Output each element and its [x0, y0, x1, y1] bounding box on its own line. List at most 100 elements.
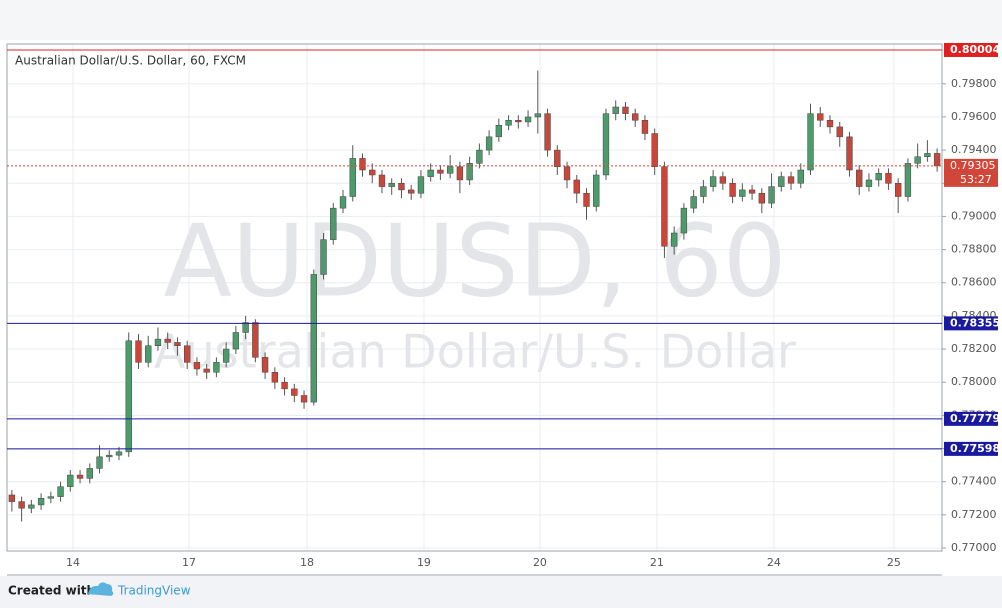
current-price-label: 0.79305: [950, 159, 996, 172]
level-label: 0.77598: [950, 442, 1000, 455]
candle-body: [729, 183, 736, 197]
candle-body: [67, 474, 74, 487]
candle-body: [826, 120, 834, 128]
candle-body: [690, 196, 697, 209]
candle-body: [700, 186, 707, 197]
candle-body: [427, 169, 434, 177]
candle-body: [914, 156, 921, 164]
y-tick-label: 0.77200: [951, 508, 997, 521]
candle-body: [456, 166, 464, 181]
footer-band: [0, 576, 1002, 608]
candle-body: [242, 322, 249, 333]
candle-body: [222, 348, 230, 363]
candle-body: [748, 189, 756, 194]
countdown-label: 53:27: [960, 173, 992, 186]
candle-body: [670, 232, 678, 247]
candle-body: [281, 381, 288, 390]
level-label-bg: [944, 411, 998, 426]
candle-body: [57, 486, 64, 497]
plot: [8, 70, 941, 522]
candle-body: [778, 176, 785, 187]
current-price-bg: [944, 158, 998, 187]
y-tick-label: 0.79600: [951, 110, 997, 123]
candle-body: [369, 169, 376, 176]
candle-body: [846, 136, 853, 171]
watermark: AUDUSD, 60: [163, 202, 786, 319]
candle-body: [446, 166, 454, 174]
candle-body: [154, 338, 162, 346]
candle-body: [339, 196, 347, 209]
candle-body: [8, 494, 16, 502]
brand: TradingView: [117, 584, 191, 598]
level-label: 0.77779: [950, 412, 1000, 425]
candle-body: [651, 133, 658, 167]
x-tick-label: 17: [182, 556, 196, 569]
candle-body: [96, 456, 103, 469]
candle-body: [135, 340, 142, 363]
candle-body: [495, 124, 503, 138]
candle-body: [524, 116, 532, 123]
candle-body: [37, 498, 45, 506]
x-tick-label: 21: [650, 556, 664, 569]
y-tick-label: 0.79800: [951, 77, 997, 90]
candle-body: [719, 176, 727, 184]
x-tick-label: 25: [887, 556, 901, 569]
candle-body: [349, 158, 356, 197]
candle-body: [466, 163, 473, 181]
y-tick-label: 0.78000: [951, 375, 997, 388]
grid: [7, 44, 942, 551]
candle-body: [505, 120, 512, 126]
candle-body: [787, 176, 795, 184]
candle-body: [895, 183, 902, 197]
y-tick-label: 0.77400: [951, 475, 997, 488]
candle-body: [641, 120, 649, 134]
x-tick-label: 20: [533, 556, 547, 569]
y-tick-label: 0.77000: [951, 541, 997, 554]
tradingview-logo: [88, 582, 114, 596]
candle-body: [554, 149, 561, 167]
level-label-bg: [944, 42, 998, 57]
level-label: 0.78355: [950, 316, 1000, 329]
y-tick-label: 0.78800: [951, 243, 997, 256]
candle-body: [252, 322, 259, 358]
candle-body: [612, 106, 619, 114]
candle-body: [933, 153, 941, 167]
chart-title: Australian Dollar/U.S. Dollar, 60, FXCM: [15, 54, 246, 68]
candle-body: [125, 340, 132, 453]
candle-body: [904, 163, 912, 197]
candle-body: [310, 274, 317, 403]
candle-body: [583, 192, 590, 207]
candle-body: [320, 239, 327, 275]
candle-body: [193, 362, 201, 370]
candle-body: [739, 189, 746, 197]
candle-body: [680, 207, 688, 234]
watermark-subtitle: Australian Dollar/U.S. Dollar: [154, 325, 796, 379]
candle-body: [622, 106, 629, 114]
candle-body: [563, 166, 571, 181]
candle-body: [885, 173, 892, 184]
x-tick-label: 24: [767, 556, 781, 569]
candle-body: [476, 149, 483, 164]
candle-body: [271, 372, 279, 383]
candle-body: [86, 468, 93, 479]
candle-body: [164, 338, 171, 343]
level-label: 0.80004: [950, 43, 1000, 56]
candle-body: [291, 388, 298, 396]
candle-body: [797, 169, 804, 184]
candle-body: [115, 451, 123, 456]
candle-body: [485, 136, 493, 151]
candle-body: [28, 504, 35, 509]
plot-frame: [6, 43, 943, 552]
candle-body: [661, 166, 668, 247]
y-tick-label: 0.79400: [951, 143, 997, 156]
candle-body: [544, 113, 551, 151]
candle-body: [203, 368, 210, 373]
candle-body: [515, 120, 522, 123]
candle-body: [836, 126, 843, 138]
candle-body: [632, 113, 639, 121]
candle-body: [76, 474, 84, 479]
candle-body: [213, 362, 220, 373]
candle-body: [437, 169, 444, 174]
